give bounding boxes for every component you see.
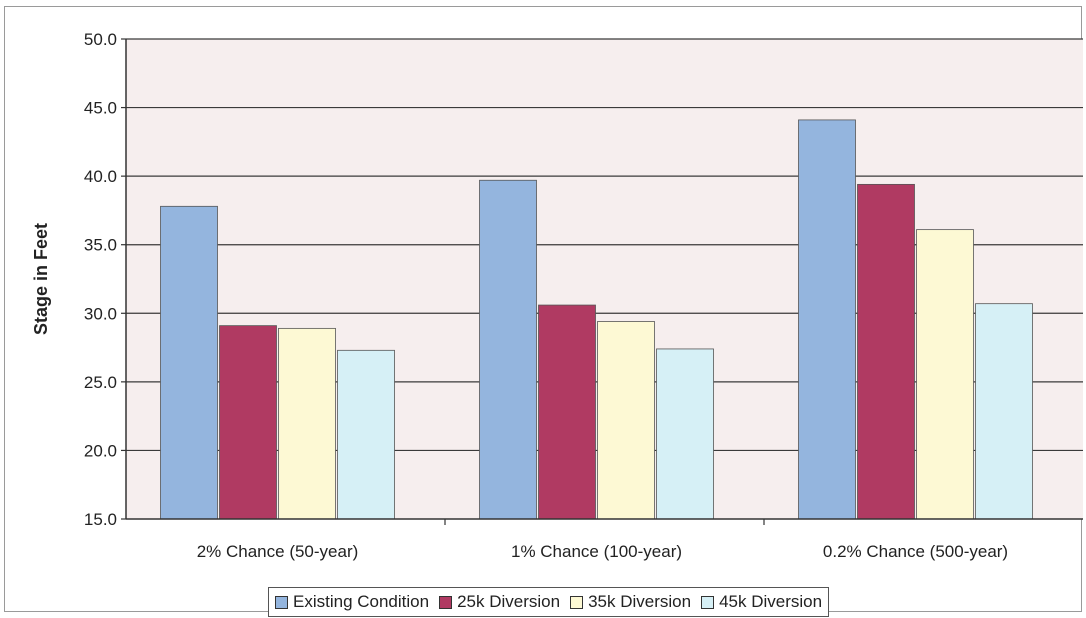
bar [219, 325, 277, 520]
legend-swatch [439, 595, 453, 609]
bar [975, 303, 1033, 520]
legend-item: Existing Condition [275, 592, 429, 612]
y-tick-label: 30.0 [84, 304, 117, 323]
y-tick-label: 45.0 [84, 99, 117, 118]
x-category-label: 1% Chance (100-year) [511, 542, 682, 561]
legend-label: Existing Condition [293, 592, 430, 611]
legend-swatch [275, 595, 288, 609]
bar [479, 179, 537, 520]
y-tick-labels: 15.0 20.0 25.0 30.0 35.0 40.0 45.0 50.0 [84, 30, 126, 529]
bar [597, 321, 655, 520]
chart-frame: 15.0 20.0 25.0 30.0 35.0 40.0 45.0 50.0 2% Chan… [4, 6, 1083, 617]
bar [916, 229, 974, 520]
y-tick-label: 20.0 [84, 441, 117, 460]
bars [160, 119, 1033, 520]
legend-item: 25k Diversion [439, 592, 560, 612]
legend-label: 35k Diversion [588, 592, 692, 611]
legend-label: 25k Diversion [457, 592, 561, 611]
bar [656, 348, 714, 520]
bar [798, 119, 856, 520]
x-category-labels: 2% Chance (50-year) 1% Chance (100-year) 0… [197, 519, 1008, 561]
legend-item: 35k Diversion [570, 592, 691, 612]
legend-swatch [570, 595, 584, 609]
axes [125, 39, 1083, 520]
y-tick-label: 40.0 [84, 167, 117, 186]
bar [337, 349, 395, 520]
x-category-label: 2% Chance (50-year) [197, 542, 359, 561]
bar [857, 183, 915, 520]
y-tick-label: 50.0 [84, 30, 117, 49]
legend-item: 45k Diversion [701, 592, 822, 612]
y-tick-label: 35.0 [84, 236, 117, 255]
y-tick-label: 25.0 [84, 373, 117, 392]
y-tick-label: 15.0 [84, 510, 117, 529]
bar [160, 205, 218, 520]
bar [538, 304, 596, 520]
bar [278, 327, 336, 520]
legend-swatch [701, 595, 715, 609]
x-category-label: 0.2% Chance (500-year) [823, 542, 1008, 561]
y-axis-label: Stage in Feet [31, 223, 51, 335]
legend-label: 45k Diversion [719, 592, 823, 611]
legend: Existing Condition 25k Diversion 35k Diver… [268, 587, 830, 617]
bar-chart: 15.0 20.0 25.0 30.0 35.0 40.0 45.0 50.0 2% Chan… [31, 30, 1083, 561]
